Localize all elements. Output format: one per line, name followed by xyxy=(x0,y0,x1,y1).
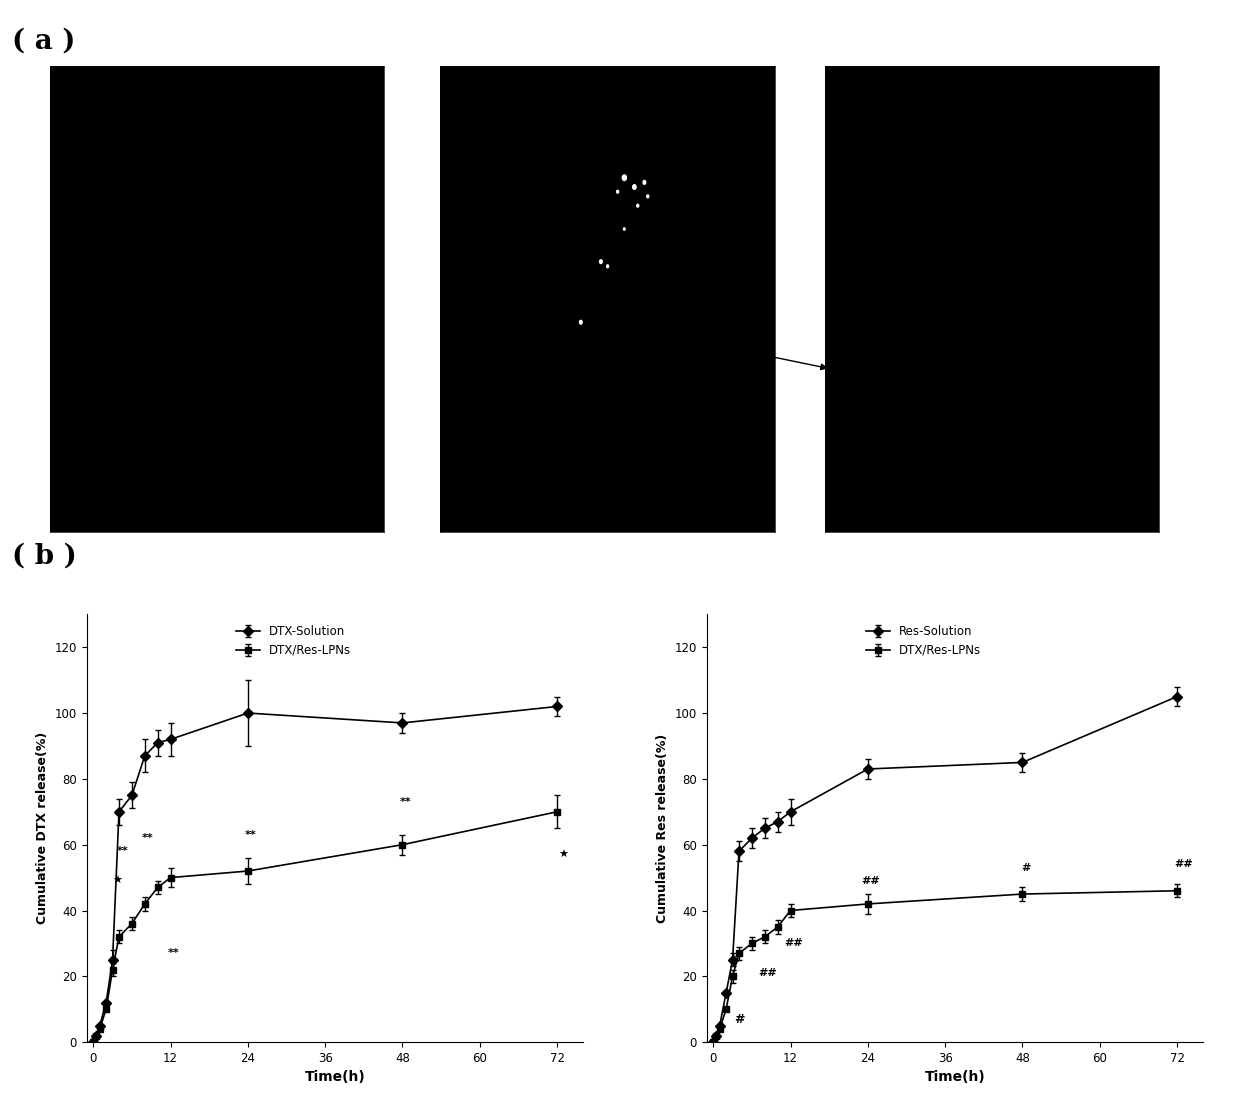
Y-axis label: Cumulative DTX release(%): Cumulative DTX release(%) xyxy=(36,732,50,925)
Circle shape xyxy=(636,204,639,207)
Text: **: ** xyxy=(117,846,128,857)
Circle shape xyxy=(606,264,609,268)
Text: ( a ): ( a ) xyxy=(12,27,76,55)
Text: **: ** xyxy=(246,829,257,840)
Circle shape xyxy=(616,190,619,193)
Circle shape xyxy=(624,228,625,230)
Y-axis label: Cumulative Res release(%): Cumulative Res release(%) xyxy=(656,734,670,923)
Text: **: ** xyxy=(399,796,412,807)
Text: ##: ## xyxy=(862,875,880,886)
Circle shape xyxy=(622,174,626,181)
Circle shape xyxy=(647,195,649,197)
Text: #: # xyxy=(734,1013,744,1026)
Text: ##: ## xyxy=(785,938,804,949)
Text: ★: ★ xyxy=(558,849,568,860)
Text: ( b ): ( b ) xyxy=(12,543,77,570)
Text: **: ** xyxy=(143,833,154,844)
Text: **: ** xyxy=(167,948,180,959)
X-axis label: Time(h): Time(h) xyxy=(305,1071,365,1085)
Text: ##: ## xyxy=(1174,859,1193,870)
Legend: DTX-Solution, DTX/Res-LPNs: DTX-Solution, DTX/Res-LPNs xyxy=(232,620,356,661)
Circle shape xyxy=(632,184,636,190)
Circle shape xyxy=(600,260,603,263)
FancyArrowPatch shape xyxy=(765,355,827,370)
Circle shape xyxy=(644,181,646,184)
Circle shape xyxy=(579,320,582,324)
Text: ★: ★ xyxy=(113,875,123,886)
Legend: Res-Solution, DTX/Res-LPNs: Res-Solution, DTX/Res-LPNs xyxy=(862,620,986,661)
Text: #: # xyxy=(1021,862,1030,873)
Text: ##: ## xyxy=(759,968,777,979)
X-axis label: Time(h): Time(h) xyxy=(925,1071,985,1085)
